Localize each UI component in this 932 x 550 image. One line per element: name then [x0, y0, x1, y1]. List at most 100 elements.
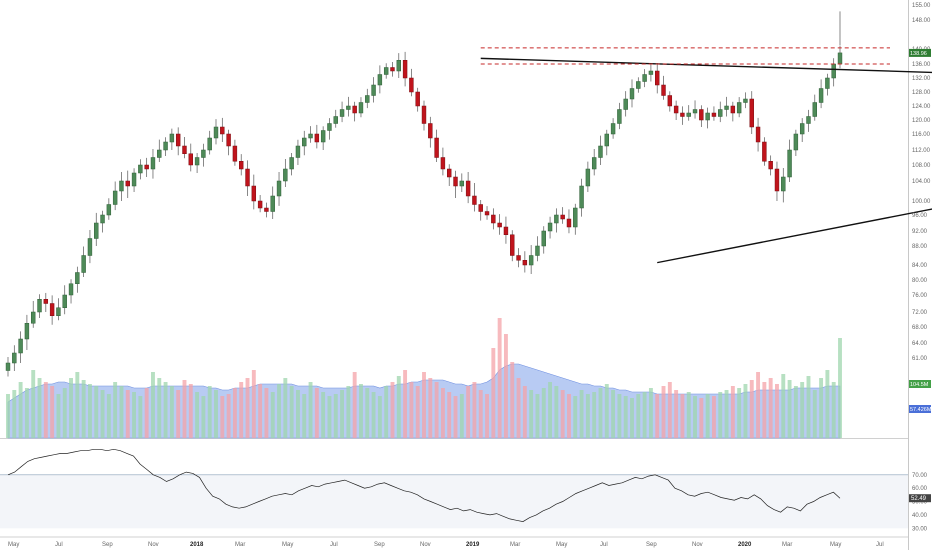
rsi-tick-label: 60.00 [912, 486, 928, 492]
price-tick-label: 112.00 [912, 148, 931, 154]
price-tick-label: 116.00 [912, 132, 931, 138]
candle-up [585, 168, 591, 187]
price-tick-label: 68.00 [912, 325, 928, 331]
candle-down [472, 195, 477, 205]
candle-up [276, 180, 282, 197]
price-tick-label: 72.00 [912, 310, 928, 316]
candle-down [182, 145, 187, 154]
volume-bar [535, 394, 540, 438]
candle-down [711, 112, 717, 117]
volume-bar [510, 362, 515, 438]
candle-up [743, 98, 748, 103]
candle-down [251, 185, 257, 202]
candle-up [812, 102, 817, 117]
volume-bar [214, 390, 218, 438]
time-tick-label: Sep [374, 542, 385, 548]
candle-up [207, 137, 212, 151]
volume-bar [453, 396, 458, 438]
candle-up [636, 81, 641, 89]
volume-bar [346, 386, 351, 438]
volume-bar [825, 370, 830, 438]
candle-up [818, 88, 824, 103]
price-tick-label: 104.00 [912, 179, 931, 185]
volume-bar [447, 392, 452, 438]
volume-bar [283, 378, 288, 438]
volume-bar [800, 382, 805, 438]
candle-up [194, 157, 200, 166]
volume-bar [12, 390, 17, 438]
volume-bar [693, 396, 697, 438]
candle-up [24, 323, 30, 340]
volume-bar [359, 384, 363, 438]
candle-down [434, 137, 439, 158]
volume-bar [264, 388, 269, 438]
candle-down [699, 109, 704, 121]
price-grid [0, 0, 909, 550]
price-tag-bg [909, 48, 931, 57]
volume-bar [81, 380, 86, 438]
candle-down [245, 168, 250, 187]
volume-bar [459, 394, 464, 438]
volume-bar [485, 394, 489, 438]
candle-down [49, 303, 55, 316]
price-tick-label: 100.00 [912, 199, 931, 205]
price-tick-label: 132.00 [912, 76, 931, 82]
volume-bar [604, 384, 609, 438]
volume-bar [775, 384, 779, 438]
candle-down [478, 204, 483, 212]
volume-bar [132, 392, 137, 438]
volume-bar [295, 390, 300, 438]
volume-bar [585, 394, 590, 438]
price-tag-bg [909, 380, 931, 388]
volume-bar [598, 388, 603, 438]
candle-up [150, 157, 156, 170]
volume-bar [541, 388, 546, 438]
volume-bar [680, 394, 685, 438]
time-tick-label: Mar [510, 542, 520, 548]
volume-bar [31, 370, 36, 438]
volume-bar [711, 396, 716, 438]
candle-down [730, 105, 736, 114]
volume-bar [522, 386, 527, 438]
candle-up [56, 307, 61, 316]
price-tag-bg [909, 405, 931, 413]
volume-bar [422, 372, 426, 438]
volume-bar [529, 390, 534, 438]
candle-up [12, 352, 17, 364]
volume-bar [220, 396, 225, 438]
time-tick-label: Nov [692, 542, 703, 548]
volume-bar [819, 378, 824, 438]
time-tick-label: Mar [235, 542, 245, 548]
candle-up [112, 190, 118, 205]
volume-bar [37, 378, 42, 438]
candle-up [163, 141, 168, 151]
candle-down [239, 161, 244, 170]
volume-bar [144, 388, 149, 438]
volume-bar [245, 378, 250, 438]
candle-up [289, 157, 294, 170]
candle-up [837, 52, 843, 65]
candle-down [232, 145, 238, 162]
candle-down [226, 133, 231, 147]
candle-up [365, 95, 370, 103]
candle-up [459, 180, 465, 187]
candle-up [806, 116, 811, 124]
volume-bar [75, 372, 80, 438]
volume-bar [327, 396, 332, 438]
candle-up [138, 164, 143, 174]
candle-up [62, 294, 67, 308]
volume-bar [749, 380, 754, 438]
candle-up [617, 109, 622, 124]
candle-up [724, 105, 729, 110]
rsi-tag-label: 52.49 [911, 496, 927, 502]
candlestick-series [5, 11, 843, 377]
candle-up [295, 145, 301, 158]
candle-up [648, 70, 654, 75]
price-tick-label: 76.00 [912, 293, 928, 299]
candle-up [346, 105, 351, 110]
candle-up [213, 126, 219, 139]
candle-down [655, 70, 660, 86]
volume-bar [560, 390, 565, 438]
candle-up [100, 214, 105, 224]
